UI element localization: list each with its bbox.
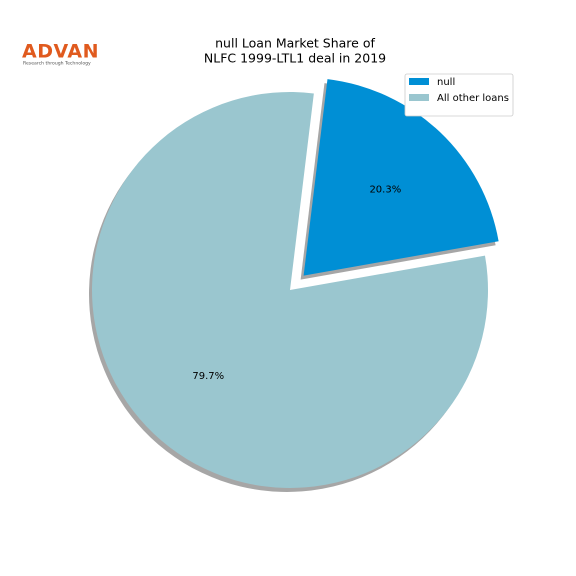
chart-title: null Loan Market Share of [215, 36, 375, 51]
legend: null All other loans [404, 73, 514, 117]
legend-swatch [409, 78, 429, 85]
value-label: 20.3% [369, 184, 401, 195]
chart-title: NLFC 1999-LTL1 deal in 2019 [204, 51, 386, 66]
value-label: 79.7% [192, 371, 224, 382]
legend-swatch [409, 94, 429, 101]
logo-name: ADVAN [22, 41, 99, 63]
legend-label: null [437, 77, 455, 88]
legend-label: All other loans [437, 93, 509, 104]
slice [303, 79, 499, 276]
legend-box [404, 73, 514, 117]
slices: 20.3% 79.7% [92, 79, 499, 488]
logo-tagline: Research through Technology [23, 61, 91, 67]
slice [92, 92, 489, 488]
